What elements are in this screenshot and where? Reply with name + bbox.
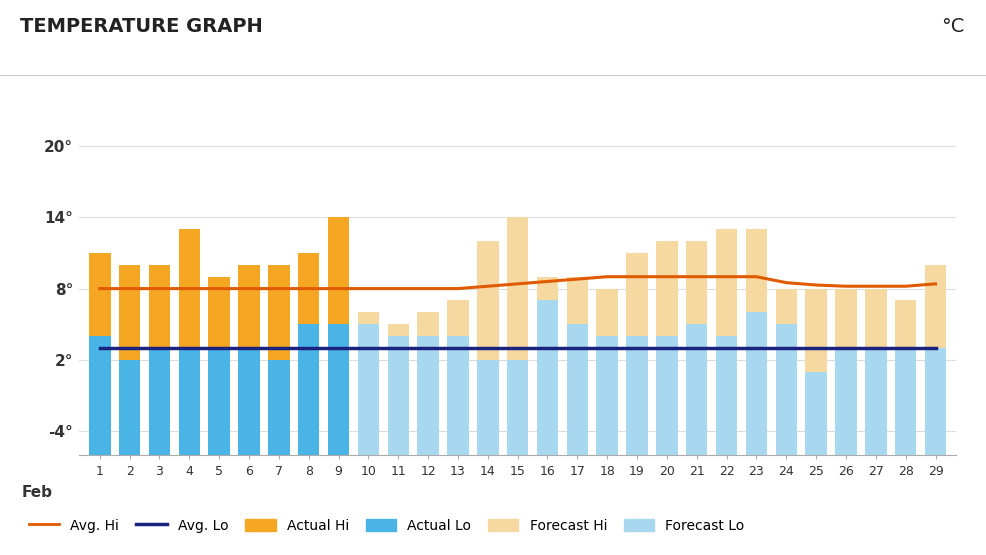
Bar [626, 336, 648, 455]
Bar [327, 324, 349, 455]
Bar [895, 300, 916, 348]
Bar [208, 348, 230, 455]
Bar [925, 265, 947, 348]
Bar [268, 265, 290, 360]
Bar [268, 360, 290, 455]
Bar [626, 253, 648, 336]
Bar [149, 348, 171, 455]
Bar [119, 360, 140, 455]
Bar [89, 336, 110, 455]
Bar [327, 217, 349, 324]
Bar [597, 289, 618, 336]
Legend: Avg. Hi, Avg. Lo, Actual Hi, Actual Lo, Forecast Hi, Forecast Lo: Avg. Hi, Avg. Lo, Actual Hi, Actual Lo, … [29, 519, 744, 533]
Bar [716, 229, 738, 336]
Bar [656, 241, 677, 336]
Bar [239, 265, 259, 348]
Bar [806, 289, 827, 372]
Bar [387, 336, 409, 455]
Bar [507, 360, 528, 455]
Bar [239, 348, 259, 455]
Bar [597, 336, 618, 455]
Text: TEMPERATURE GRAPH: TEMPERATURE GRAPH [20, 17, 262, 36]
Bar [776, 289, 797, 324]
Bar [835, 348, 857, 455]
Bar [89, 253, 110, 336]
Bar [776, 324, 797, 455]
Bar [358, 312, 380, 324]
Bar [119, 265, 140, 360]
Bar [716, 336, 738, 455]
Bar [208, 277, 230, 348]
Bar [567, 277, 588, 324]
Bar [387, 324, 409, 336]
Text: °C: °C [941, 17, 964, 36]
Bar [417, 312, 439, 336]
Bar [178, 348, 200, 455]
Bar [895, 348, 916, 455]
Bar [656, 336, 677, 455]
Bar [686, 324, 708, 455]
Bar [149, 265, 171, 348]
Bar [745, 229, 767, 312]
Bar [865, 289, 886, 348]
Bar [686, 241, 708, 324]
Bar [865, 348, 886, 455]
Bar [477, 241, 499, 360]
Bar [298, 324, 319, 455]
Bar [806, 372, 827, 455]
Bar [536, 300, 558, 455]
Bar [835, 289, 857, 348]
Bar [448, 300, 468, 336]
Bar [178, 229, 200, 348]
Bar [448, 336, 468, 455]
Bar [358, 324, 380, 455]
Bar [477, 360, 499, 455]
Text: Feb: Feb [22, 485, 53, 500]
Bar [925, 348, 947, 455]
Bar [298, 253, 319, 324]
Bar [745, 312, 767, 455]
Bar [536, 277, 558, 300]
Bar [567, 324, 588, 455]
Bar [417, 336, 439, 455]
Bar [507, 217, 528, 360]
